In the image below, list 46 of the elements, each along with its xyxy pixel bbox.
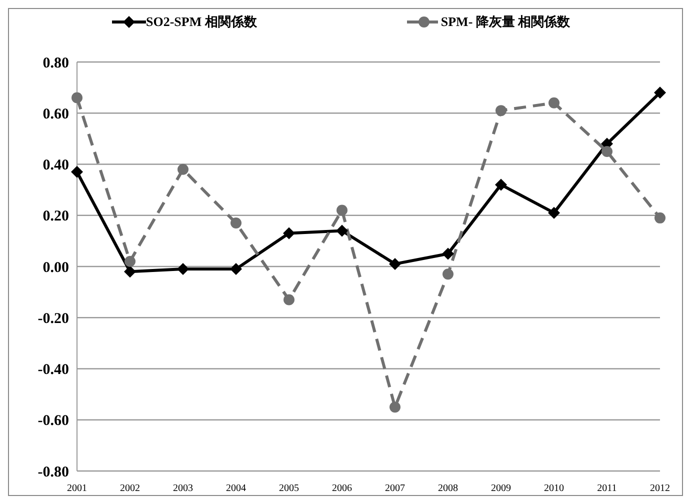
x-tick-label: 2012 (650, 483, 670, 494)
y-tick-label: 0.20 (42, 208, 69, 225)
point (548, 97, 560, 108)
x-tick-label: 2005 (279, 483, 299, 494)
point (72, 92, 82, 104)
y-tick-label: -0.40 (38, 362, 69, 378)
point (124, 256, 136, 267)
point (124, 266, 136, 278)
x-tick-label: 2008 (438, 483, 458, 494)
y-tick-label: 0.40 (42, 158, 69, 174)
point (654, 212, 666, 224)
x-tick-label: 2001 (67, 483, 87, 494)
y-tick-label: 0.80 (42, 55, 69, 72)
point (284, 294, 294, 306)
legend-label: SPM- 降灰量 相関係数 (440, 13, 570, 31)
x-tick-label: 2006 (332, 483, 352, 494)
x-tick-label: 2009 (491, 483, 511, 494)
x-tick-label: 2007 (385, 483, 405, 494)
point (442, 268, 454, 280)
point (602, 146, 612, 157)
point (496, 105, 506, 116)
y-tick-label: 0.00 (42, 260, 69, 276)
y-tick-label: -0.60 (38, 413, 69, 430)
x-tick-label: 2003 (173, 483, 193, 494)
y-tick-label: -0.20 (38, 310, 69, 327)
point (336, 224, 348, 237)
x-tick-label: 2010 (544, 483, 564, 494)
point (390, 402, 400, 413)
point (389, 258, 401, 270)
point (178, 164, 188, 175)
y-tick-label: -0.80 (38, 464, 69, 480)
x-tick-label: 2004 (226, 483, 246, 494)
point (230, 263, 242, 276)
point (71, 166, 83, 178)
point (283, 227, 295, 240)
point (495, 178, 507, 191)
y-tick-label: 0.60 (42, 106, 69, 122)
point (442, 248, 454, 260)
x-tick-label: 2011 (597, 483, 617, 494)
point (654, 86, 666, 99)
legend-label: SO2-SPM 相関係数 (146, 13, 257, 31)
point (336, 204, 348, 216)
x-tick-label: 2002 (120, 483, 140, 494)
point (177, 263, 189, 276)
point (230, 218, 242, 229)
point (548, 206, 560, 219)
